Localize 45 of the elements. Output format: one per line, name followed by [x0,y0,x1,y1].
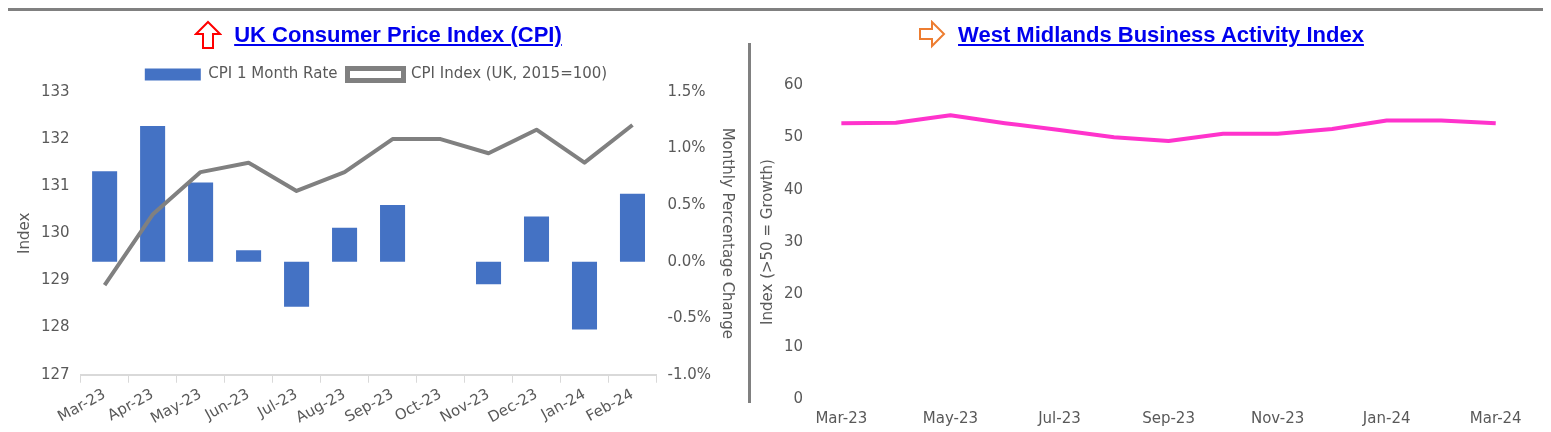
bar [619,193,646,262]
chart-title: West Midlands Business Activity Index [958,22,1364,48]
y-tick-label: 40 [783,179,804,198]
y-tick-label: 20 [783,284,804,303]
bar [140,125,166,262]
bar [571,261,598,330]
x-tick-label: May-23 [922,408,979,427]
y2-tick-label: -0.5% [667,308,712,327]
x-tick-label: Jan-24 [1361,408,1411,427]
y-axis-title: Index [14,212,33,255]
x-tick-label: Mar-23 [815,408,868,427]
bar [188,182,214,262]
bar [332,227,358,262]
y2-axis-title: Monthly Percentage Change [719,127,738,340]
y-tick-label: 133 [40,81,70,100]
y2-tick-label: -1.0% [667,364,712,383]
y-tick-label: 50 [783,127,804,146]
y2-tick-label: 0.5% [667,194,706,213]
y-tick-label: 128 [40,317,70,336]
x-tick-label: Sep-23 [1142,408,1195,427]
y-tick-label: 127 [40,364,70,383]
bar [380,205,406,262]
chart-title: UK Consumer Price Index (CPI) [234,22,562,48]
bar [284,261,310,307]
y2-tick-label: 0.0% [667,251,706,270]
y-axis-title: Index (>50 = Growth) [757,159,776,325]
legend-label: CPI 1 Month Rate [208,64,338,83]
bar [92,171,118,262]
y2-tick-label: 1.0% [667,138,706,157]
legend-label: CPI Index (UK, 2015=100) [411,64,608,83]
y-tick-label: 130 [40,223,70,242]
y-tick-label: 10 [783,336,804,355]
bar [236,250,262,262]
y-tick-label: 131 [40,176,70,195]
y-tick-label: 129 [40,270,70,289]
y-tick-label: 60 [783,74,804,93]
bar [476,261,502,285]
y2-tick-label: 1.5% [667,81,706,100]
y-tick-label: 132 [40,129,70,148]
x-tick-label: Mar-24 [1469,408,1522,427]
x-tick-label: Nov-23 [1250,408,1305,427]
y-tick-label: 30 [783,231,804,250]
y-tick-label: 0 [793,388,804,407]
bar [523,216,550,262]
x-tick-label: Jul-23 [1037,408,1081,427]
